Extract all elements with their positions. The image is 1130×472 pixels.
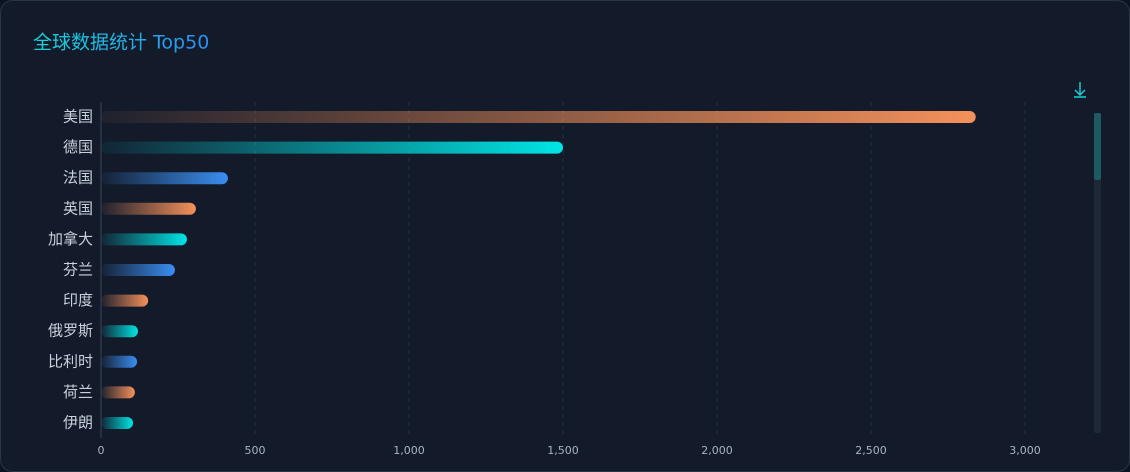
bar: [101, 264, 175, 276]
y-tick-label: 美国: [63, 108, 93, 126]
bar: [101, 172, 228, 185]
x-tick-label: 3,000: [1009, 444, 1041, 457]
y-tick-label: 芬兰: [63, 261, 93, 279]
y-tick-label: 英国: [63, 199, 93, 217]
y-tick-label: 法国: [63, 169, 93, 187]
scrollbar-thumb[interactable]: [1094, 113, 1101, 180]
y-tick-label: 德国: [63, 138, 93, 156]
x-tick-label: 0: [98, 444, 105, 457]
bar: [101, 202, 196, 215]
bar: [101, 294, 149, 307]
bar: [101, 386, 135, 399]
bar: [101, 111, 976, 123]
y-tick-label: 印度: [63, 291, 93, 309]
x-tick-label: 2,500: [855, 444, 887, 457]
x-tick-label: 1,500: [547, 444, 579, 457]
y-tick-label: 俄罗斯: [48, 322, 93, 340]
x-tick-label: 2,000: [701, 444, 733, 457]
y-tick-label: 伊朗: [63, 414, 93, 432]
y-tick-label: 比利时: [48, 352, 93, 370]
y-tick-label: 加拿大: [48, 230, 93, 248]
y-tick-label: 荷兰: [63, 383, 93, 401]
bar: [101, 141, 563, 154]
scrollbar-track[interactable]: [1094, 113, 1101, 433]
chart-title: 全球数据统计 Top50: [33, 32, 209, 54]
download-button[interactable]: [1074, 82, 1086, 98]
bar: [101, 417, 134, 429]
x-tick-label: 500: [245, 444, 266, 457]
bar: [101, 355, 138, 368]
bar: [101, 233, 187, 246]
bar: [101, 325, 138, 338]
x-tick-label: 1,000: [393, 444, 425, 457]
